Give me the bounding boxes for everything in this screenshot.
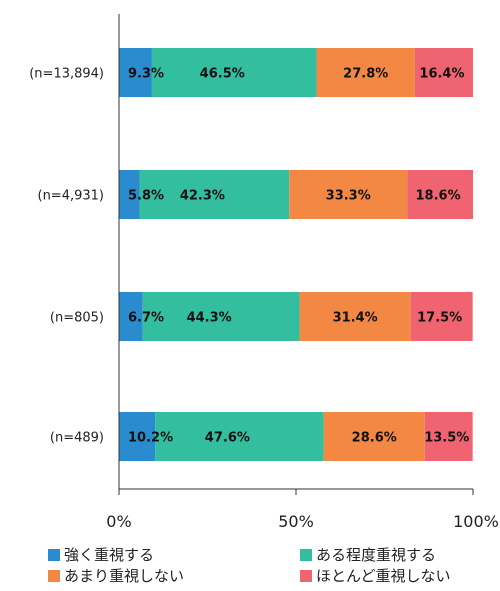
bar-segment [151, 48, 317, 97]
category-label: (n=489) [50, 431, 104, 446]
category-label: (n=4,931) [38, 189, 105, 204]
legend-label: ほとんど重視しない [316, 567, 451, 585]
bar-value-label: 18.6% [416, 189, 461, 204]
bar-segment [142, 292, 300, 341]
bar-segment [299, 292, 411, 341]
x-tick-label: 0% [106, 512, 131, 531]
bar-segment [323, 412, 425, 461]
bar-value-label: 27.8% [343, 67, 388, 82]
bar-segment [119, 412, 156, 461]
category-label: (n=13,894) [29, 67, 104, 82]
bar-segment [414, 48, 473, 97]
axis-group: 0% 50% 100% [106, 14, 499, 531]
legend-label: 強く重視する [64, 546, 154, 564]
legend-swatch [300, 570, 312, 582]
legend-label: ある程度重視する [316, 546, 436, 564]
bar-value-label: 31.4% [333, 311, 378, 326]
bar-value-label: 13.5% [424, 431, 469, 446]
bar-value-label: 28.6% [352, 431, 397, 446]
bar-value-label: 33.3% [326, 189, 371, 204]
bar-value-label: 5.8% [128, 189, 164, 204]
bar-segment [289, 170, 408, 219]
bar-value-label: 9.3% [128, 67, 164, 82]
category-label: (n=805) [50, 311, 104, 326]
bar-segment [316, 48, 415, 97]
bar-segment [119, 48, 152, 97]
bar-value-label: 42.3% [180, 189, 225, 204]
bar-value-label: 10.2% [128, 431, 173, 446]
bars-group [119, 48, 473, 461]
bar-segment [119, 170, 140, 219]
bar-segment [139, 170, 290, 219]
x-tick-label: 50% [278, 512, 314, 531]
bar-segment [155, 412, 324, 461]
bar-value-label: 17.5% [417, 311, 462, 326]
bar-value-label: 46.5% [200, 67, 245, 82]
bar-value-label: 44.3% [187, 311, 232, 326]
bar-value-label: 16.4% [419, 67, 464, 82]
category-labels-group: (n=13,894) (n=4,931) (n=805) (n=489) [29, 67, 104, 446]
bar-value-label: 47.6% [205, 431, 250, 446]
bar-segment [119, 292, 143, 341]
bar-segment [424, 412, 473, 461]
bar-value-label: 6.7% [128, 311, 164, 326]
bar-labels-group: 9.3% 46.5% 27.8% 16.4% 5.8% 42.3% 33.3% 18.6% 6.… [128, 67, 469, 446]
legend-swatch [48, 570, 60, 582]
legend-swatch [300, 549, 312, 561]
legend-label: あまり重視しない [64, 567, 184, 585]
legend-swatch [48, 549, 60, 561]
bar-segment [410, 292, 473, 341]
bar-segment [407, 170, 473, 219]
x-tick-label: 100% [453, 512, 499, 531]
